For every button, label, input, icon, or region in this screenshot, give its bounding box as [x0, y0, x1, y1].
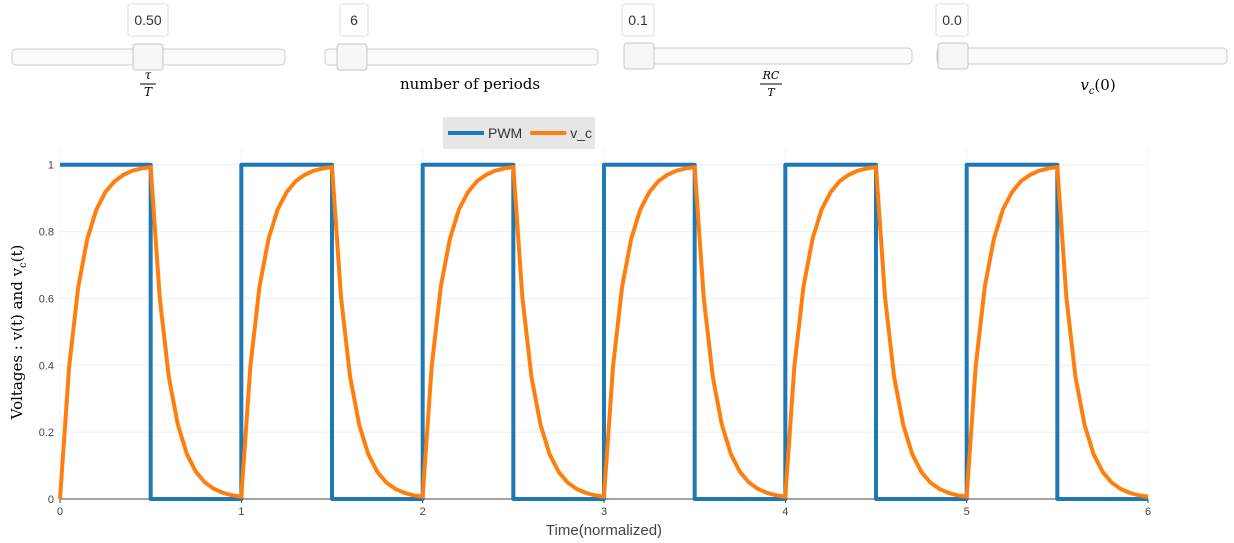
slider-value: 0.1	[628, 12, 648, 28]
slider-value: 6	[350, 12, 358, 28]
y-axis-label: Voltages : v(t) and vc(t)	[8, 245, 29, 421]
label-sub: c	[1089, 86, 1095, 97]
x-axis-label: Time(normalized)	[546, 522, 662, 539]
slider-handle[interactable]	[132, 43, 164, 71]
slider-track[interactable]	[936, 47, 1228, 65]
label-denominator: T	[767, 86, 776, 99]
slider-value: 0.0	[942, 12, 962, 28]
label-numerator: RC	[762, 69, 780, 82]
value-box[interactable]	[621, 3, 655, 37]
y-label-text: Voltages : v(t) and v	[8, 267, 26, 420]
y-tick-label: 0.2	[39, 427, 54, 439]
x-tick-label: 0	[57, 506, 63, 518]
slider-handle[interactable]	[937, 42, 969, 70]
y-tick-label: 0.8	[39, 227, 54, 239]
label-base: v	[1080, 76, 1089, 94]
slider-track[interactable]	[623, 47, 913, 65]
x-tick-label: 3	[601, 506, 607, 518]
value-box[interactable]	[127, 3, 169, 37]
slider-handle[interactable]	[336, 43, 368, 71]
label-rest: (0)	[1094, 76, 1115, 94]
x-tick-label: 6	[1145, 506, 1151, 518]
slider-label: number of periods	[400, 75, 540, 93]
label-numerator: τ	[145, 68, 152, 82]
legend-label: v_c	[570, 125, 592, 141]
x-tick-label: 5	[964, 506, 970, 518]
x-tick-label: 4	[782, 506, 788, 518]
y-tick-label: 0.6	[39, 293, 54, 305]
y-tick-label: 0.4	[39, 360, 54, 372]
slider-value: 0.50	[134, 12, 161, 28]
slider-handle[interactable]	[623, 42, 655, 70]
series-line	[60, 162, 1148, 501]
x-tick-label: 1	[238, 506, 244, 518]
label-denominator: T	[144, 85, 153, 99]
slider[interactable]: 0.50 τ T	[11, 3, 286, 99]
slider-track[interactable]	[324, 48, 599, 66]
slider[interactable]: 0.1 RC T	[621, 3, 913, 99]
y-label-rest: (t)	[8, 245, 26, 263]
y-tick-label: 1	[48, 160, 54, 172]
slider[interactable]: 0.0 vc(0)	[935, 3, 1228, 97]
x-tick-label: 2	[420, 506, 426, 518]
legend-label: PWM	[488, 125, 522, 141]
y-tick-label: 0	[48, 494, 54, 506]
slider-label: vc(0)	[1080, 76, 1115, 97]
value-box[interactable]	[339, 3, 369, 37]
series-line	[58, 165, 1149, 500]
y-label-sub: c	[18, 262, 29, 268]
slider[interactable]: 6 number of periods	[324, 3, 599, 93]
value-box[interactable]	[935, 3, 969, 37]
